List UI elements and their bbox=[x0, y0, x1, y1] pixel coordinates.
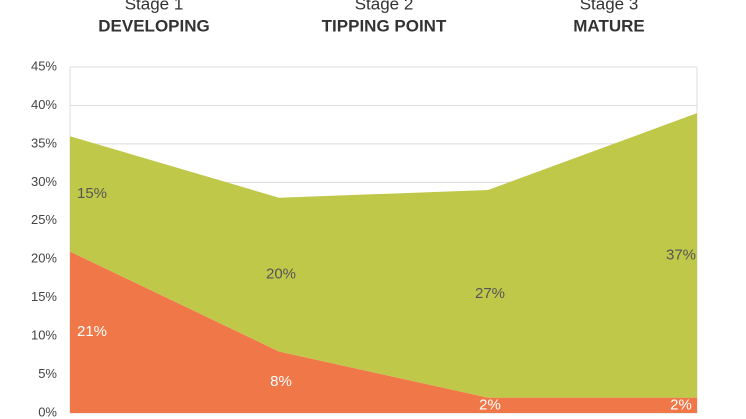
y-tick-label: 30% bbox=[31, 174, 57, 189]
y-tick-label: 5% bbox=[38, 366, 57, 381]
y-tick-label: 20% bbox=[31, 251, 57, 266]
y-tick-label: 10% bbox=[31, 328, 57, 343]
stage-name: TIPPING POINT bbox=[322, 16, 447, 35]
y-tick-label: 35% bbox=[31, 135, 57, 150]
y-tick-label: 0% bbox=[38, 404, 57, 419]
area bbox=[70, 113, 697, 398]
stage-label: Stage 2 bbox=[355, 0, 414, 13]
stage-label: Stage 3 bbox=[580, 0, 639, 13]
data-label: 20% bbox=[266, 266, 296, 283]
stage-label: Stage 1 bbox=[125, 0, 184, 13]
data-label: 2% bbox=[479, 396, 501, 413]
area bbox=[70, 251, 697, 413]
y-tick-label: 15% bbox=[31, 289, 57, 304]
data-label: 8% bbox=[270, 373, 292, 390]
y-tick-label: 25% bbox=[31, 212, 57, 227]
y-tick-label: 40% bbox=[31, 97, 57, 112]
data-label: 2% bbox=[670, 396, 692, 413]
y-tick-label: 45% bbox=[31, 58, 57, 73]
data-label: 21% bbox=[77, 323, 107, 340]
data-label: 37% bbox=[666, 246, 696, 263]
stage-name: DEVELOPING bbox=[98, 16, 209, 35]
data-label: 27% bbox=[475, 285, 505, 302]
data-label: 15% bbox=[77, 185, 107, 202]
stage-name: MATURE bbox=[573, 16, 644, 35]
